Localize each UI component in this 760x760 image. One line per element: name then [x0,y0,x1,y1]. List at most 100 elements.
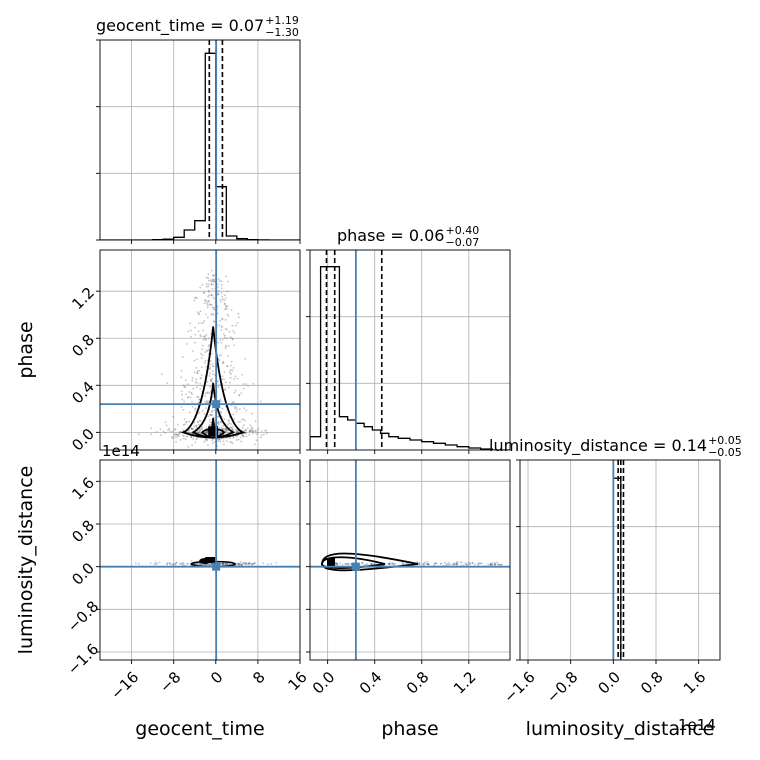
sample-point [221,427,224,430]
sample-point [245,561,247,564]
sample-point [218,430,221,433]
sample-point [195,386,198,389]
sample-point [204,299,207,301]
sample-point [208,563,210,566]
panel-truth-2-0 [100,460,300,660]
sample-point [393,562,395,565]
sample-point [366,563,369,565]
sample-point [341,563,344,566]
sample-point [237,563,240,565]
sample-point [194,326,196,329]
sample-point [203,361,206,364]
sample-point [210,294,213,297]
sample-point [240,564,243,566]
sample-point [225,304,228,307]
sample-point [176,435,178,438]
sample-point [229,369,232,371]
sample-point [202,291,205,294]
sample-point [477,563,480,566]
sample-point [242,434,245,437]
sample-point [196,396,199,398]
sample-point [236,322,239,325]
sample-point [238,393,241,396]
sample-point [211,370,214,373]
sample-point [260,434,263,436]
sample-point [497,563,500,566]
sample-point [236,429,239,432]
sample-point [489,563,492,566]
sample-point [209,391,212,393]
y-tick-label: 0.4 [68,378,98,408]
sample-point [162,430,165,433]
sample-point [192,428,194,430]
sample-point [224,563,227,565]
sample-point [201,425,204,428]
sample-point [203,302,206,304]
sample-point [346,562,349,565]
sample-point [179,432,182,434]
sample-point [199,562,202,565]
sample-point [251,562,254,565]
sample-point [205,407,207,409]
panel-grid-1-1 [310,250,510,450]
sample-point [243,429,246,432]
sample-point [232,436,235,439]
sample-point [209,303,212,306]
sample-point [209,363,212,366]
sample-point [211,377,214,380]
sample-point [455,563,458,565]
sample-point [196,563,199,565]
sample-point [216,305,219,308]
sample-point [220,329,223,331]
sample-point [206,316,209,319]
sample-point [218,438,220,441]
y-axis-label-luminosity_distance: luminosity_distance [15,466,37,655]
sample-point [164,431,167,434]
sample-point [234,324,237,327]
sample-point [200,377,203,380]
sample-point [187,445,190,448]
sample-point [189,329,192,332]
sample-point [243,387,245,390]
sample-point [138,562,140,565]
sample-point [207,304,209,306]
sample-point [275,562,278,564]
sample-point [220,400,223,403]
sample-point [199,335,202,338]
sample-point [434,562,436,565]
sample-point [207,444,209,447]
sample-point [219,410,222,413]
sample-point [235,439,238,441]
sample-point [189,322,192,325]
sample-point [388,563,391,566]
panel-grid-2-1 [310,460,510,660]
sample-point [241,435,244,438]
sample-point [191,379,194,382]
sample-point [234,429,237,431]
sample-point [223,299,226,302]
sample-point [189,396,192,399]
sample-point [230,427,233,430]
sample-point [205,430,208,433]
sample-point [204,431,207,434]
sample-point [222,427,225,430]
sample-point [201,283,204,286]
sample-point [244,357,247,360]
sample-point [422,562,425,565]
sample-point [237,562,240,565]
sample-point [204,392,207,395]
x-tick-label: 1.6 [680,668,710,698]
sample-point [212,296,215,299]
sample-point [251,412,253,415]
sample-point [182,562,185,564]
sample-point [203,413,206,415]
sample-point [209,372,211,375]
sample-point [154,561,157,564]
title-minus-error: −0.07 [445,236,479,249]
sample-point [230,309,233,311]
sample-point [455,562,458,565]
sample-point [335,562,338,565]
sample-point [199,429,202,432]
sample-point [205,276,208,279]
sample-point [204,335,207,338]
